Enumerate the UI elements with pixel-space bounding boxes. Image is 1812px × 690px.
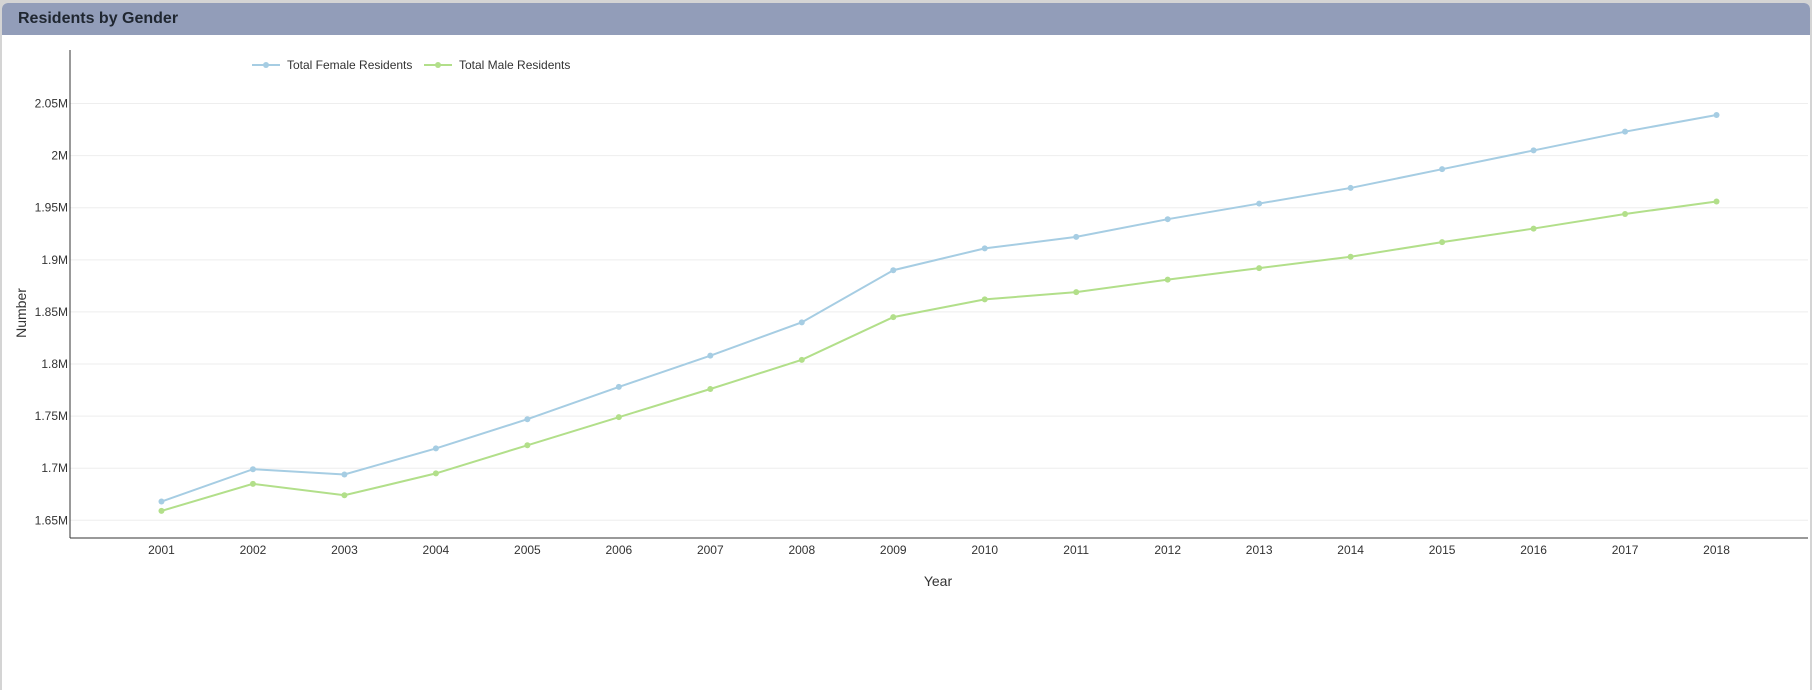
x-tick-label: 2014 <box>1337 543 1364 557</box>
data-point[interactable] <box>1347 253 1354 260</box>
data-point[interactable] <box>707 386 714 393</box>
x-tick-label: 2010 <box>971 543 998 557</box>
data-point[interactable] <box>432 445 439 452</box>
y-axis-title: Number <box>13 288 29 338</box>
data-point[interactable] <box>432 470 439 477</box>
y-tick-label: 1.75M <box>35 409 68 423</box>
data-point[interactable] <box>1530 225 1537 232</box>
data-point[interactable] <box>1073 289 1080 296</box>
x-tick-label: 2003 <box>331 543 358 557</box>
y-tick-label: 2M <box>51 149 68 163</box>
x-tick-label: 2011 <box>1063 543 1089 557</box>
data-point[interactable] <box>1256 200 1263 207</box>
x-tick-label: 2017 <box>1612 543 1639 557</box>
data-point[interactable] <box>798 356 805 363</box>
data-point[interactable] <box>1164 276 1171 283</box>
x-tick-label: 2007 <box>697 543 724 557</box>
data-point[interactable] <box>1439 166 1446 173</box>
series-line-male <box>161 200 1717 512</box>
data-point[interactable] <box>707 352 714 359</box>
legend-label[interactable]: Total Male Residents <box>459 58 570 72</box>
x-tick-label: 2004 <box>423 543 450 557</box>
data-point[interactable] <box>890 314 897 321</box>
x-tick-label: 2016 <box>1520 543 1547 557</box>
data-point[interactable] <box>158 507 165 514</box>
y-tick-label: 1.85M <box>35 305 68 319</box>
legend-label[interactable]: Total Female Residents <box>287 58 412 72</box>
data-point[interactable] <box>1622 210 1629 217</box>
data-point[interactable] <box>158 498 165 505</box>
data-point[interactable] <box>249 480 256 487</box>
x-tick-label: 2008 <box>788 543 815 557</box>
data-point[interactable] <box>524 442 531 449</box>
panel-title: Residents by Gender <box>18 10 179 27</box>
y-tick-label: 2.05M <box>35 97 68 111</box>
data-point[interactable] <box>524 416 531 423</box>
legend-swatch-marker[interactable] <box>263 62 269 68</box>
y-tick-label: 1.7M <box>41 461 68 475</box>
x-tick-label: 2012 <box>1154 543 1181 557</box>
y-tick-label: 1.9M <box>41 253 68 267</box>
x-tick-label: 2009 <box>880 543 907 557</box>
x-tick-label: 2018 <box>1703 543 1730 557</box>
x-tick-label: 2002 <box>240 543 267 557</box>
data-point[interactable] <box>1713 198 1720 205</box>
panel-header: Residents by Gender <box>2 3 1810 35</box>
data-point[interactable] <box>1347 184 1354 191</box>
data-point[interactable] <box>1713 112 1720 119</box>
data-point[interactable] <box>981 245 988 252</box>
data-point[interactable] <box>1164 216 1171 223</box>
data-point[interactable] <box>981 296 988 303</box>
data-point[interactable] <box>615 383 622 390</box>
x-tick-label: 2001 <box>148 543 175 557</box>
x-tick-label: 2013 <box>1246 543 1273 557</box>
data-point[interactable] <box>615 414 622 421</box>
chart-panel: Residents by Gender 1.65M 1.7M 1.75M 1.8M 1.… <box>2 3 1810 690</box>
data-point[interactable] <box>798 319 805 326</box>
data-point[interactable] <box>341 471 348 478</box>
data-point[interactable] <box>1073 233 1080 240</box>
data-point[interactable] <box>1530 147 1537 154</box>
data-point[interactable] <box>249 466 256 473</box>
series-line-female <box>161 114 1717 503</box>
y-tick-label: 1.8M <box>41 357 68 371</box>
line-chart: 1.65M 1.7M 1.75M 1.8M 1.85M 1.9M 1.95M 2M 2.05M 2… <box>13 50 1808 589</box>
x-tick-label: 2015 <box>1429 543 1456 557</box>
y-tick-label: 1.65M <box>35 513 68 527</box>
x-tick-label: 2006 <box>605 543 632 557</box>
data-point[interactable] <box>890 267 897 274</box>
x-axis-title: Year <box>924 573 953 589</box>
y-tick-label: 1.95M <box>35 201 68 215</box>
data-point[interactable] <box>1622 128 1629 135</box>
data-point[interactable] <box>1439 239 1446 246</box>
x-tick-label: 2005 <box>514 543 541 557</box>
data-point[interactable] <box>341 492 348 499</box>
legend-swatch-marker[interactable] <box>435 62 441 68</box>
data-point[interactable] <box>1256 265 1263 272</box>
